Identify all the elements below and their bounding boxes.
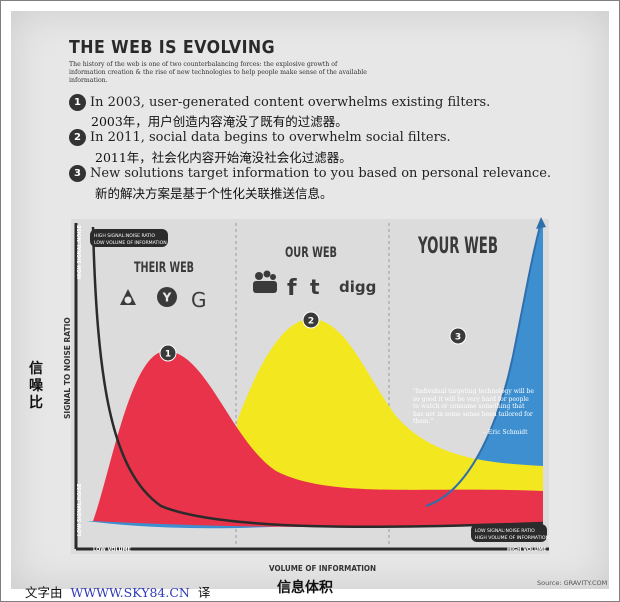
point-2-number: 2	[69, 129, 86, 146]
marker-3: 3	[449, 327, 467, 345]
aol-logo-icon	[120, 289, 136, 305]
y-axis-high-label: HIGH SIGNAL:NOISE	[77, 225, 83, 279]
point-1-number: 1	[69, 94, 86, 111]
high-ratio-tag	[90, 229, 168, 247]
their-web-area	[93, 351, 543, 528]
marker-2: 2	[302, 311, 320, 329]
point-3-zh: 新的解决方案是基于个性化关联推送信息。	[95, 186, 333, 201]
x-axis-low-label: LOW VOLUME	[93, 547, 132, 553]
their-web-title: THEIR WEB	[134, 260, 194, 276]
low-ratio-label: LOW SIGNAL:NOISE RATIO	[475, 528, 535, 534]
page-subtitle: The history of the web is one of two cou…	[69, 61, 367, 84]
point-2-zh: 2011年，社会化内容开始淹没社会化过滤器。	[95, 150, 352, 165]
quote-text: "Individual targeting technology will be…	[413, 388, 534, 426]
point-3: 3 New solutions target information to you…	[69, 165, 551, 182]
x-axis-high-label: HIGH VOLUME	[507, 547, 547, 553]
marker-3-label: 3	[455, 333, 461, 343]
page-title: THE WEB IS EVOLVING	[69, 37, 276, 58]
signal-noise-curve	[91, 226, 544, 529]
translation-credit: 文字由 WWWW.SKY84.CN 译	[25, 582, 210, 601]
y-axis-title: SIGNAL TO NOISE RATIO	[63, 317, 72, 419]
x-axis-title: VOLUME OF INFORMATION	[269, 564, 377, 573]
marker-1-label: 1	[165, 350, 171, 360]
myspace-logo-icon	[253, 270, 277, 293]
our-web-area	[237, 319, 543, 523]
y-axis-title-zh: 信噪比	[29, 361, 43, 411]
point-2-text: In 2011, social data begins to overwhelm…	[90, 130, 451, 145]
x-axis-title-zh: 信息体积	[277, 580, 333, 596]
point-2: 2 In 2011, social data begins to overwhel…	[69, 129, 451, 146]
your-web-arrow	[536, 217, 546, 229]
low-volume-label: LOW VOLUME OF INFORMATION	[94, 240, 167, 246]
marker-2-label: 2	[308, 317, 314, 327]
point-3-text: New solutions target information to you …	[90, 166, 552, 181]
low-ratio-tag	[471, 524, 547, 542]
marker-1: 1	[159, 344, 177, 362]
credit-suffix: 译	[197, 585, 211, 600]
high-volume-label: HIGH VOLUME OF INFORMATION	[475, 535, 549, 541]
quote-author: – Eric Schmidt	[483, 429, 528, 436]
high-ratio-label: HIGH SIGNAL:NOISE RATIO	[94, 233, 155, 239]
your-web-title: YOUR WEB	[417, 234, 498, 259]
point-1: 1 In 2003, user-generated content overwhe…	[69, 94, 490, 111]
digg-logo-icon: digg	[339, 278, 376, 296]
point-1-zh: 2003年，用户创造内容淹没了既有的过滤器。	[91, 114, 348, 129]
our-web-title: OUR WEB	[285, 245, 337, 261]
y-axis-low-label: LOW SIGNAL:NOISE	[77, 484, 83, 536]
point-1-text: In 2003, user-generated content overwhel…	[90, 95, 491, 110]
twitter-logo-icon: t	[310, 275, 320, 299]
point-3-number: 3	[69, 165, 86, 182]
facebook-logo-icon: f	[287, 276, 297, 301]
yahoo-logo-icon: Y	[157, 287, 177, 307]
your-web-curve	[425, 222, 542, 507]
yahoo-logo-letter: Y	[162, 291, 172, 305]
source-label: Source: GRAVITY.COM	[537, 579, 608, 587]
credit-site-link[interactable]: WWWW.SKY84.CN	[70, 585, 190, 600]
google-logo-icon: G	[191, 288, 207, 312]
credit-prefix: 文字由	[25, 585, 63, 600]
